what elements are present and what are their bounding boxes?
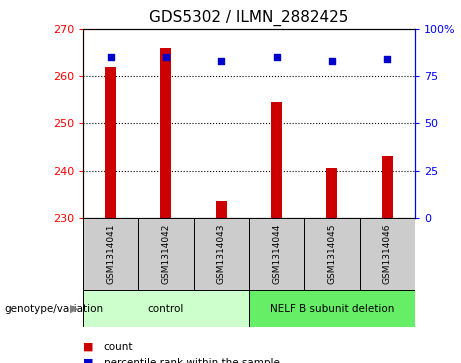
Bar	[216, 201, 227, 218]
Point	[384, 56, 391, 62]
Text: GSM1314041: GSM1314041	[106, 224, 115, 284]
Text: count: count	[104, 342, 133, 352]
Text: genotype/variation: genotype/variation	[5, 303, 104, 314]
Text: GSM1314042: GSM1314042	[161, 224, 171, 284]
Title: GDS5302 / ILMN_2882425: GDS5302 / ILMN_2882425	[149, 10, 349, 26]
Text: ▶: ▶	[70, 303, 78, 314]
Bar	[382, 156, 393, 218]
Text: GSM1314043: GSM1314043	[217, 224, 226, 284]
Bar	[326, 168, 337, 218]
Bar	[83, 218, 138, 290]
Point	[273, 54, 280, 60]
Bar	[249, 290, 415, 327]
Text: GSM1314044: GSM1314044	[272, 224, 281, 284]
Bar	[249, 218, 304, 290]
Bar	[271, 102, 282, 218]
Point	[162, 54, 170, 60]
Bar	[83, 290, 249, 327]
Bar	[194, 218, 249, 290]
Text: percentile rank within the sample: percentile rank within the sample	[104, 358, 280, 363]
Bar	[138, 218, 194, 290]
Text: ■: ■	[83, 342, 94, 352]
Text: control: control	[148, 303, 184, 314]
Bar	[360, 218, 415, 290]
Text: NELF B subunit deletion: NELF B subunit deletion	[270, 303, 394, 314]
Text: ■: ■	[83, 358, 94, 363]
Point	[328, 58, 336, 64]
Point	[107, 54, 114, 60]
Bar	[304, 218, 360, 290]
Text: GSM1314045: GSM1314045	[327, 224, 337, 284]
Point	[218, 58, 225, 64]
Bar	[160, 48, 171, 218]
Text: GSM1314046: GSM1314046	[383, 224, 392, 284]
Bar	[105, 67, 116, 218]
